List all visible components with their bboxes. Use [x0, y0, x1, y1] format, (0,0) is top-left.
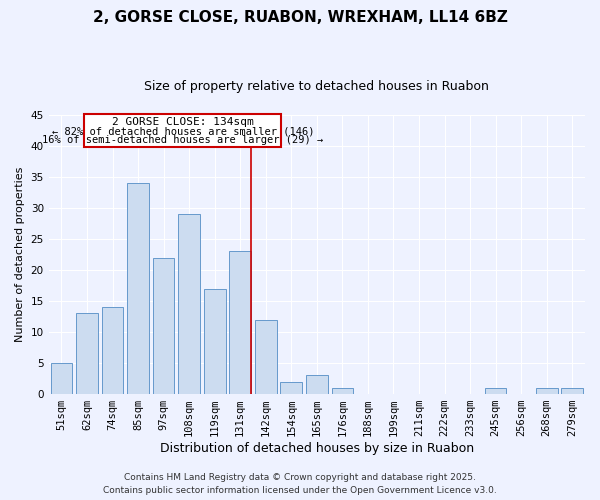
Text: 16% of semi-detached houses are larger (29) →: 16% of semi-detached houses are larger (… — [42, 136, 323, 145]
Bar — [536, 388, 557, 394]
Bar — [306, 376, 328, 394]
Title: Size of property relative to detached houses in Ruabon: Size of property relative to detached ho… — [145, 80, 489, 93]
Bar — [101, 308, 124, 394]
Bar — [562, 388, 583, 394]
Bar — [485, 388, 506, 394]
Bar — [76, 314, 98, 394]
Bar — [204, 288, 226, 394]
Bar — [229, 252, 251, 394]
Bar — [280, 382, 302, 394]
Bar — [178, 214, 200, 394]
Bar — [127, 183, 149, 394]
Text: ← 82% of detached houses are smaller (146): ← 82% of detached houses are smaller (14… — [52, 126, 314, 136]
Text: 2, GORSE CLOSE, RUABON, WREXHAM, LL14 6BZ: 2, GORSE CLOSE, RUABON, WREXHAM, LL14 6B… — [92, 10, 508, 25]
Bar — [153, 258, 175, 394]
Text: Contains HM Land Registry data © Crown copyright and database right 2025.
Contai: Contains HM Land Registry data © Crown c… — [103, 474, 497, 495]
X-axis label: Distribution of detached houses by size in Ruabon: Distribution of detached houses by size … — [160, 442, 474, 455]
FancyBboxPatch shape — [85, 114, 281, 147]
Bar — [255, 320, 277, 394]
Y-axis label: Number of detached properties: Number of detached properties — [15, 167, 25, 342]
Text: 2 GORSE CLOSE: 134sqm: 2 GORSE CLOSE: 134sqm — [112, 118, 254, 128]
Bar — [50, 363, 72, 394]
Bar — [332, 388, 353, 394]
